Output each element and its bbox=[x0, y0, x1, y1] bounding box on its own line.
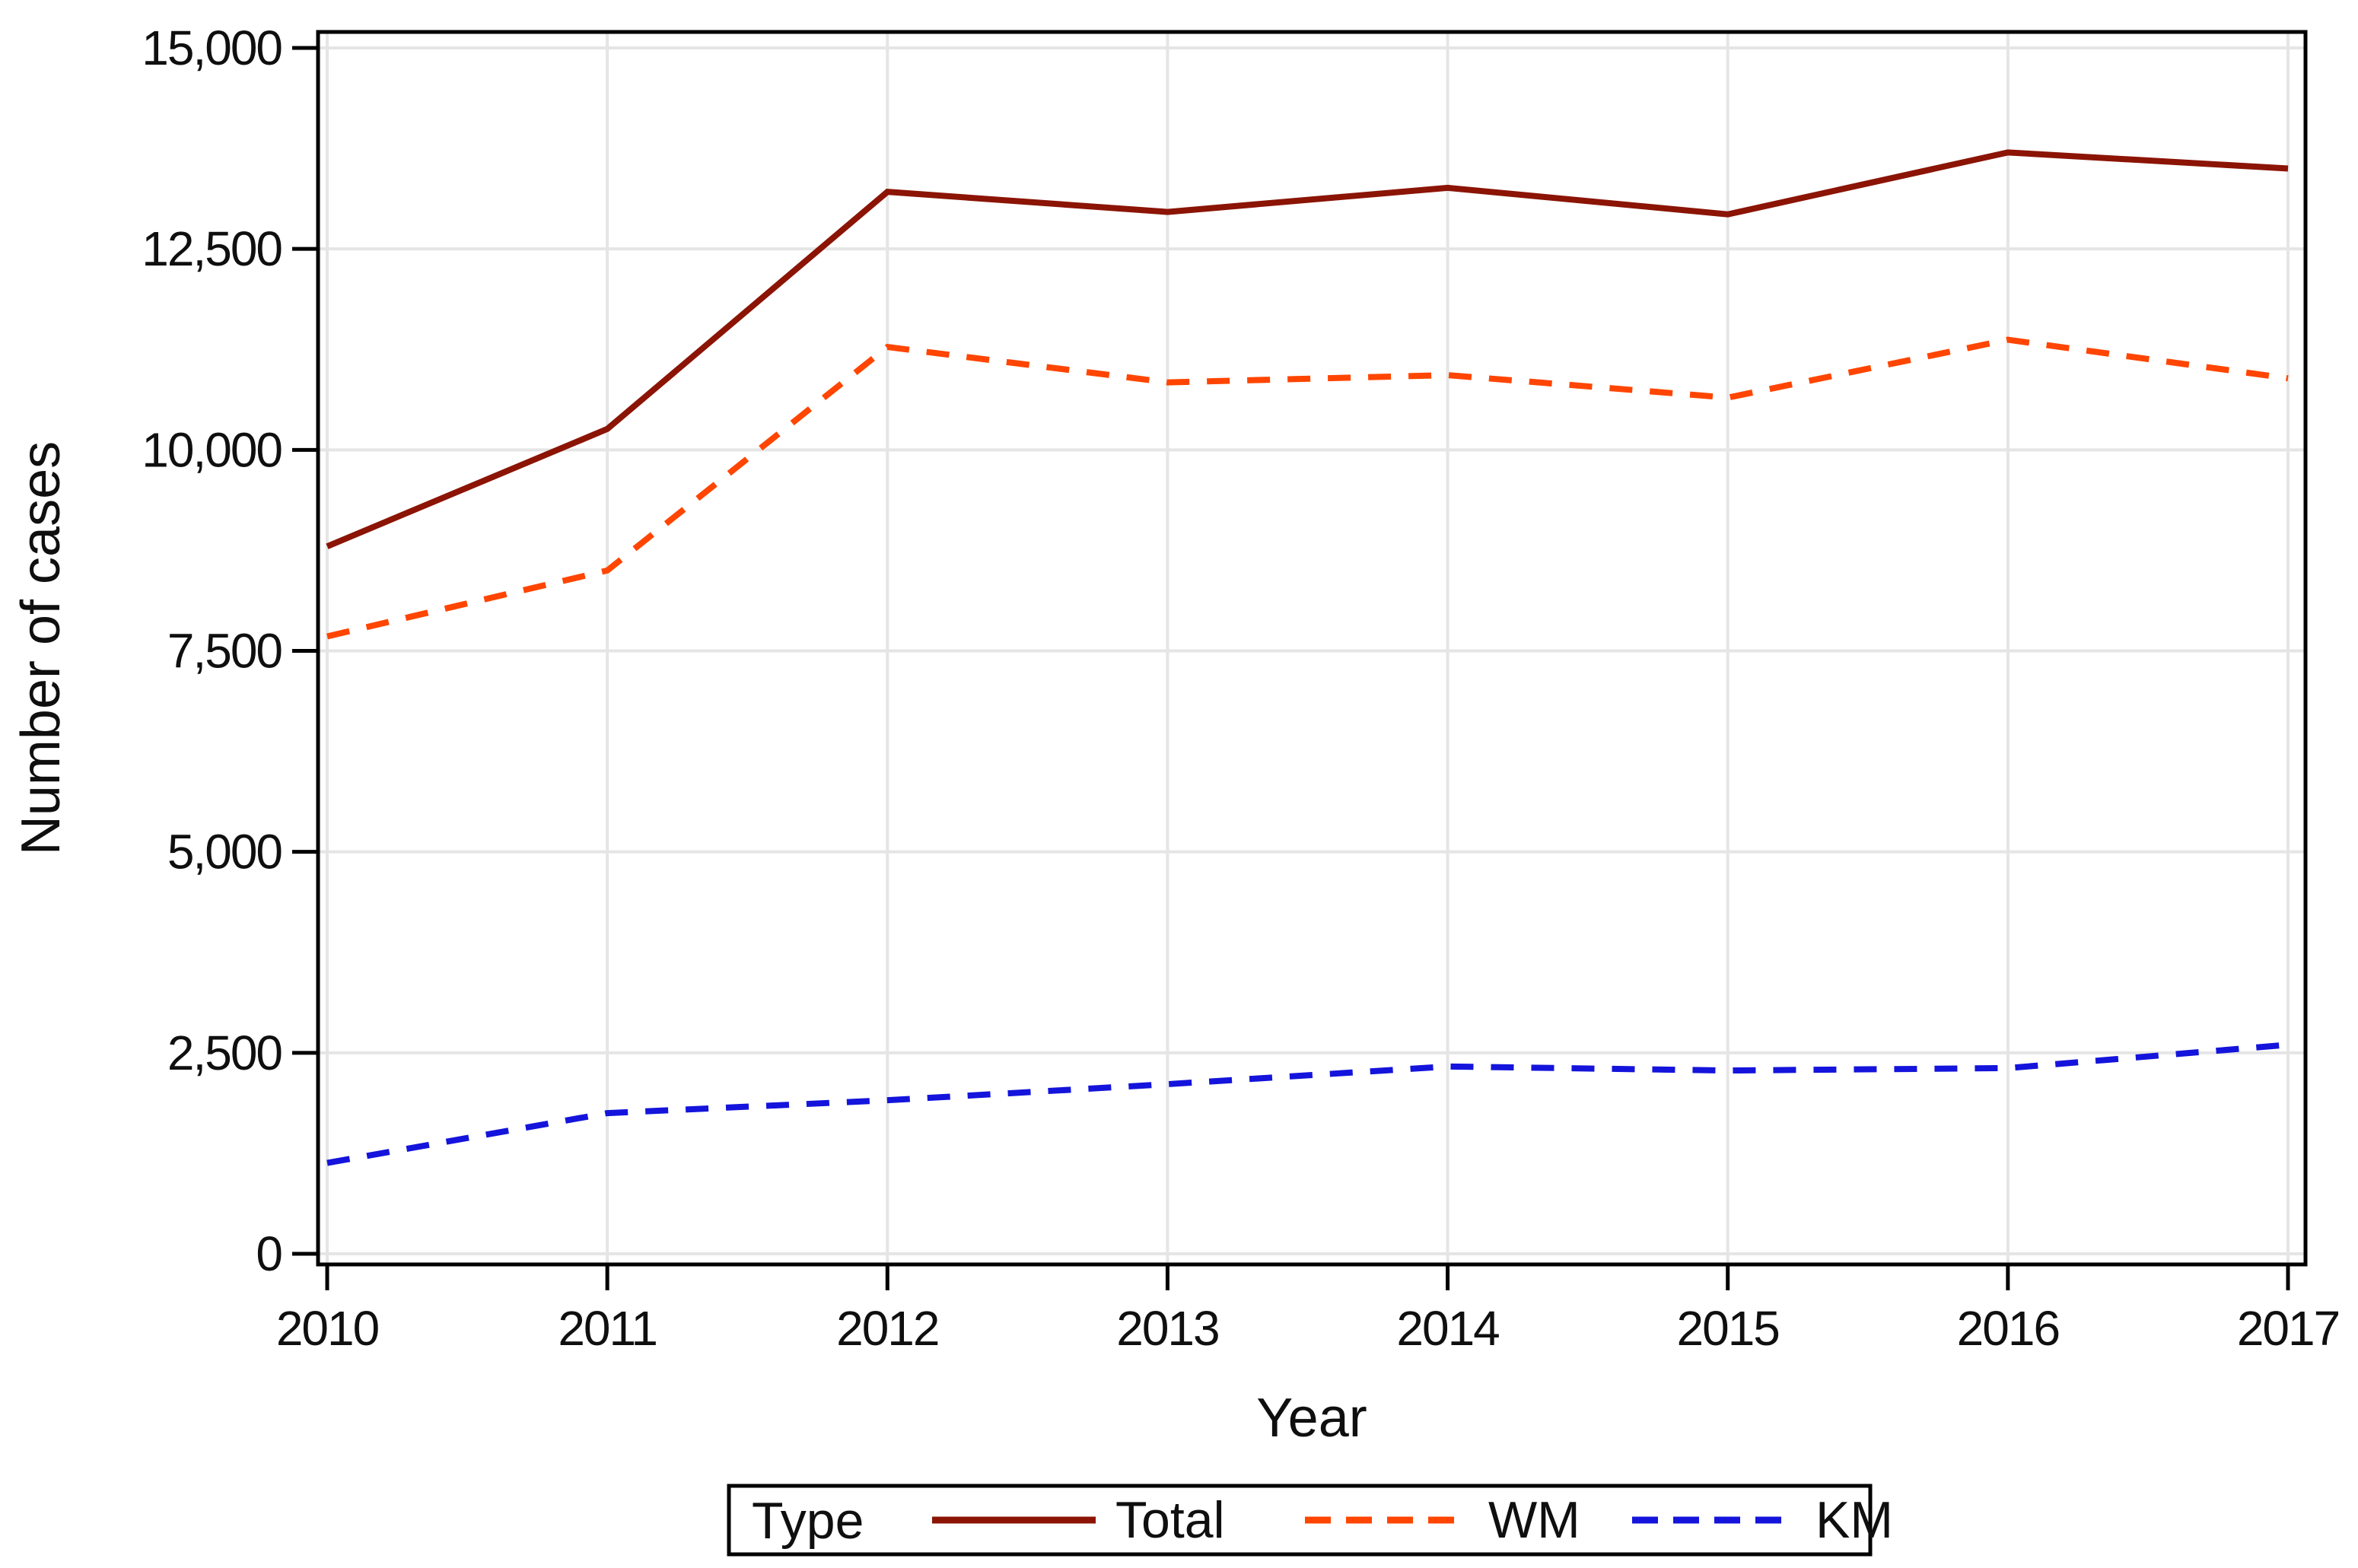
legend-items: Total WM KM bbox=[932, 1491, 1893, 1549]
legend-item-km: KM bbox=[1632, 1491, 1893, 1549]
y-tick-label: 15,000 bbox=[142, 21, 282, 75]
series-wm-line bbox=[326, 336, 2289, 640]
series-km-line bbox=[326, 1042, 2289, 1166]
plot-frame bbox=[316, 30, 2308, 1267]
legend-item-total: Total bbox=[932, 1491, 1225, 1549]
y-tick-label: 10,000 bbox=[142, 422, 282, 477]
y-tick-label: 2,500 bbox=[167, 1026, 282, 1080]
gridlines bbox=[318, 32, 2305, 1264]
x-tick-label: 2010 bbox=[276, 1301, 379, 1356]
legend-box bbox=[727, 1484, 1873, 1557]
series-total-line bbox=[326, 149, 2289, 549]
x-tick-label: 2013 bbox=[1116, 1301, 1218, 1356]
x-tick-label: 2015 bbox=[1677, 1301, 1779, 1356]
x-tick-label: 2014 bbox=[1396, 1301, 1499, 1356]
y-tick-label: 5,000 bbox=[167, 825, 282, 879]
y-tick-label: 0 bbox=[256, 1226, 282, 1281]
x-axis-title: Year bbox=[1256, 1388, 1367, 1449]
y-tick-label: 7,500 bbox=[167, 624, 282, 679]
axis-ticks bbox=[292, 46, 2290, 1290]
legend-title: Type bbox=[752, 1492, 864, 1550]
x-tick-label: 2017 bbox=[2237, 1301, 2339, 1356]
legend: Type Total WM KM bbox=[727, 1484, 1893, 1557]
data-series bbox=[326, 149, 2289, 1166]
x-tick-label: 2012 bbox=[836, 1301, 938, 1356]
tick-labels: 0 2,500 5,000 7,500 10,000 12,500 15,000 2010 20… bbox=[142, 21, 2340, 1356]
legend-label-km: KM bbox=[1815, 1491, 1893, 1549]
legend-label-wm: WM bbox=[1488, 1491, 1580, 1549]
y-tick-label: 12,500 bbox=[142, 221, 282, 276]
legend-label-total: Total bbox=[1115, 1491, 1225, 1549]
x-tick-label: 2016 bbox=[1957, 1301, 2059, 1356]
x-tick-label: 2011 bbox=[558, 1301, 657, 1356]
y-axis-title: Number of cases bbox=[11, 441, 72, 855]
legend-item-wm: WM bbox=[1305, 1491, 1580, 1549]
